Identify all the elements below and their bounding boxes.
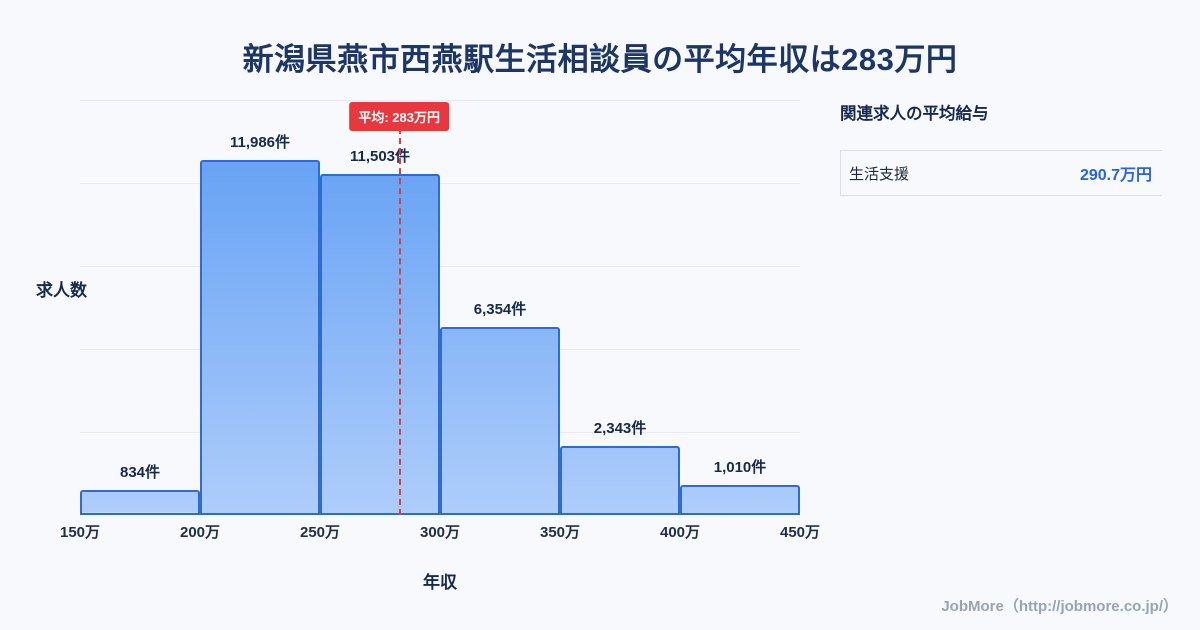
related-job-label: 生活支援 xyxy=(849,165,910,183)
histogram-bar xyxy=(200,159,320,515)
average-line xyxy=(399,128,402,515)
histogram-bar xyxy=(560,445,680,515)
bar-value-label: 6,354件 xyxy=(473,300,527,318)
related-jobs-list: 生活支援 290.7万円 xyxy=(840,150,1162,196)
bar-value-label: 2,343件 xyxy=(593,419,647,437)
x-tick-label: 450万 xyxy=(779,524,821,541)
bar-value-label: 11,986件 xyxy=(229,133,291,151)
bar-value-label: 11,503件 xyxy=(349,148,411,166)
histogram-bar xyxy=(80,490,200,515)
side-panel-heading: 関連求人の平均給与 xyxy=(840,105,989,123)
x-tick-label: 350万 xyxy=(539,524,581,541)
x-tick-label: 200万 xyxy=(179,524,221,541)
gridline xyxy=(80,100,800,101)
footer-credit: JobMore（http://jobmore.co.jp/） xyxy=(941,598,1178,615)
side-panel: 関連求人の平均給与 生活支援 290.7万円 xyxy=(840,100,1162,196)
bar-value-label: 834件 xyxy=(119,464,161,482)
histogram-plot-area: 834件 11,986件 11,503件 6,354件 2,343件 1,010件 平均:… xyxy=(60,100,820,541)
x-tick-label: 300万 xyxy=(419,524,461,541)
page-title: 新潟県燕市西燕駅生活相談員の平均年収は283万円 xyxy=(242,42,958,77)
bar-value-label: 1,010件 xyxy=(713,459,767,477)
related-job-value: 290.7万円 xyxy=(1079,167,1152,184)
x-tick-label: 150万 xyxy=(59,524,101,541)
average-badge: 平均: 283万円 xyxy=(349,102,450,131)
gridline xyxy=(80,266,800,267)
x-tick-label: 400万 xyxy=(659,524,701,541)
histogram-bar xyxy=(680,485,800,515)
related-job-row: 生活支援 290.7万円 xyxy=(841,150,1162,196)
histogram-bar xyxy=(440,326,560,515)
histogram-bar xyxy=(320,174,440,515)
gridline xyxy=(80,183,800,184)
y-axis-label: 求人数 xyxy=(36,281,87,300)
x-axis-label: 年収 xyxy=(423,573,457,592)
x-tick-label: 250万 xyxy=(299,524,341,541)
